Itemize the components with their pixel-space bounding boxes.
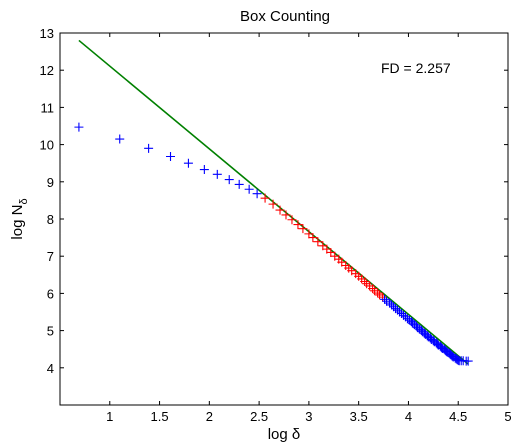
y-tick-label: 7 xyxy=(47,249,54,264)
data-point xyxy=(144,143,154,153)
data-point xyxy=(463,356,473,366)
x-tick-label: 4 xyxy=(405,409,412,424)
y-tick-label: 9 xyxy=(47,175,54,190)
x-tick-label: 1 xyxy=(106,409,113,424)
data-point xyxy=(183,158,193,168)
data-point xyxy=(298,224,308,234)
data-point xyxy=(380,294,390,304)
x-tick-label: 4.5 xyxy=(449,409,467,424)
data-point xyxy=(308,233,318,243)
data-point xyxy=(326,247,336,257)
x-axis-label-main: log xyxy=(268,426,292,443)
data-point xyxy=(74,122,84,132)
y-tick-label: 6 xyxy=(47,286,54,301)
x-tick-label: 5 xyxy=(504,409,511,424)
y-tick-label: 4 xyxy=(47,361,54,376)
data-point xyxy=(166,152,176,162)
data-point xyxy=(387,300,397,310)
x-ticks: 1 1.5 2 2.5 3 3.5 4 4.5 5 xyxy=(106,33,511,424)
x-tick-label: 1.5 xyxy=(151,409,169,424)
data-point xyxy=(293,220,303,230)
data-point xyxy=(368,284,378,294)
data-point xyxy=(281,210,291,220)
data-point xyxy=(224,175,234,185)
x-tick-label: 3 xyxy=(305,409,312,424)
data-point xyxy=(385,298,395,308)
data-point xyxy=(212,169,222,179)
y-tick-label: 13 xyxy=(40,26,54,41)
y-axis-label-subscript: δ xyxy=(18,198,30,204)
data-point xyxy=(199,165,209,175)
data-point xyxy=(452,355,462,365)
data-point xyxy=(115,134,125,144)
data-point xyxy=(287,215,297,225)
y-tick-label: 8 xyxy=(47,212,54,227)
chart-title: Box Counting xyxy=(240,8,330,25)
fd-annotation: FD = 2.257 xyxy=(381,60,451,76)
x-tick-label: 2 xyxy=(206,409,213,424)
x-axis-label: log δ xyxy=(268,426,301,443)
data-point xyxy=(373,288,383,298)
data-point xyxy=(244,184,254,194)
data-point xyxy=(275,205,285,215)
data-point xyxy=(268,199,278,209)
y-tick-label: 11 xyxy=(41,100,55,115)
data-point xyxy=(234,179,244,189)
x-tick-label: 3.5 xyxy=(350,409,368,424)
y-axis-label-main: log N xyxy=(9,205,26,240)
data-point xyxy=(260,193,270,203)
data-point xyxy=(360,276,370,286)
y-tick-label: 12 xyxy=(40,63,54,78)
y-axis-label: log Nδ xyxy=(9,198,30,239)
data-point xyxy=(313,237,323,247)
data-points-layer xyxy=(74,122,473,366)
data-point xyxy=(378,292,388,302)
x-tick-label: 2.5 xyxy=(250,409,268,424)
y-tick-label: 5 xyxy=(47,324,54,339)
y-tick-label: 10 xyxy=(40,138,54,153)
x-axis-label-symbol: δ xyxy=(292,426,300,443)
data-point xyxy=(252,189,262,199)
y-ticks: 4 5 6 7 8 9 10 11 12 13 xyxy=(40,26,508,376)
data-point xyxy=(304,229,314,239)
